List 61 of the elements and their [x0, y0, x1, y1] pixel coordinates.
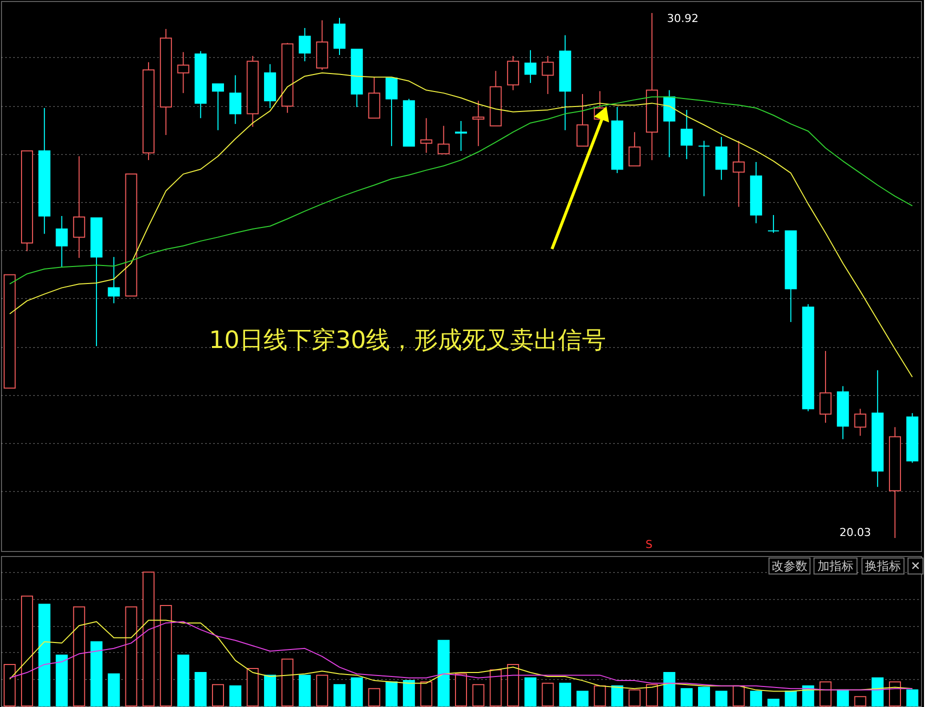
bar: [177, 654, 190, 706]
candlestick: [680, 109, 693, 160]
candlestick: [576, 94, 589, 147]
candlestick: [212, 83, 224, 131]
candlestick: [507, 55, 520, 91]
candlestick: [298, 27, 311, 62]
bar: [715, 690, 728, 706]
bar: [836, 689, 849, 706]
candlestick: [628, 132, 641, 166]
candlestick: [438, 125, 450, 154]
annotation: 换指标: [865, 559, 901, 573]
bar: [767, 698, 780, 706]
bar: [56, 654, 68, 706]
bar: [90, 641, 102, 706]
bar: [194, 672, 207, 706]
bar: [229, 685, 242, 706]
bar: [872, 677, 884, 706]
annotation: 30.92: [667, 12, 698, 25]
bar: [264, 674, 276, 706]
candlestick: [420, 118, 432, 154]
bar: [350, 677, 363, 706]
bar: [108, 673, 120, 706]
bar: [386, 681, 398, 706]
annotation: S: [646, 538, 653, 551]
candlestick: [767, 214, 780, 234]
annotation: 10日线下穿30线，形成死叉卖出信号: [209, 326, 606, 354]
annotation: 加指标: [818, 559, 854, 573]
bar: [750, 690, 762, 706]
candlestick: [715, 136, 728, 180]
bar: [402, 680, 415, 706]
candlestick: [472, 100, 484, 147]
bar: [298, 674, 311, 706]
candlestick: [386, 78, 398, 147]
bar: [559, 682, 572, 706]
bar: [333, 684, 346, 706]
bar: [438, 640, 450, 706]
candlestick: [854, 408, 866, 436]
annotation: ✕: [910, 559, 921, 573]
bar: [576, 690, 589, 706]
candlestick: [732, 140, 745, 208]
bar: [611, 685, 624, 706]
candlestick: [73, 156, 86, 258]
bar: [698, 686, 710, 706]
annotation: 改参数: [772, 559, 808, 573]
candlestick: [820, 350, 832, 424]
bar: [906, 689, 918, 706]
bar: [524, 677, 536, 706]
candlestick: [455, 120, 467, 152]
annotation: 20.03: [840, 526, 871, 539]
bar: [802, 685, 814, 706]
candlestick: [524, 50, 536, 84]
candlestick: [56, 215, 68, 268]
bar: [680, 688, 693, 706]
candlestick: [698, 140, 710, 197]
candlestick: [108, 256, 120, 304]
candlestick: [229, 74, 242, 124]
bar: [38, 604, 50, 706]
bar: [784, 690, 797, 706]
candlestick: [177, 52, 190, 94]
bar: [663, 672, 676, 706]
candlestick: [542, 55, 554, 95]
